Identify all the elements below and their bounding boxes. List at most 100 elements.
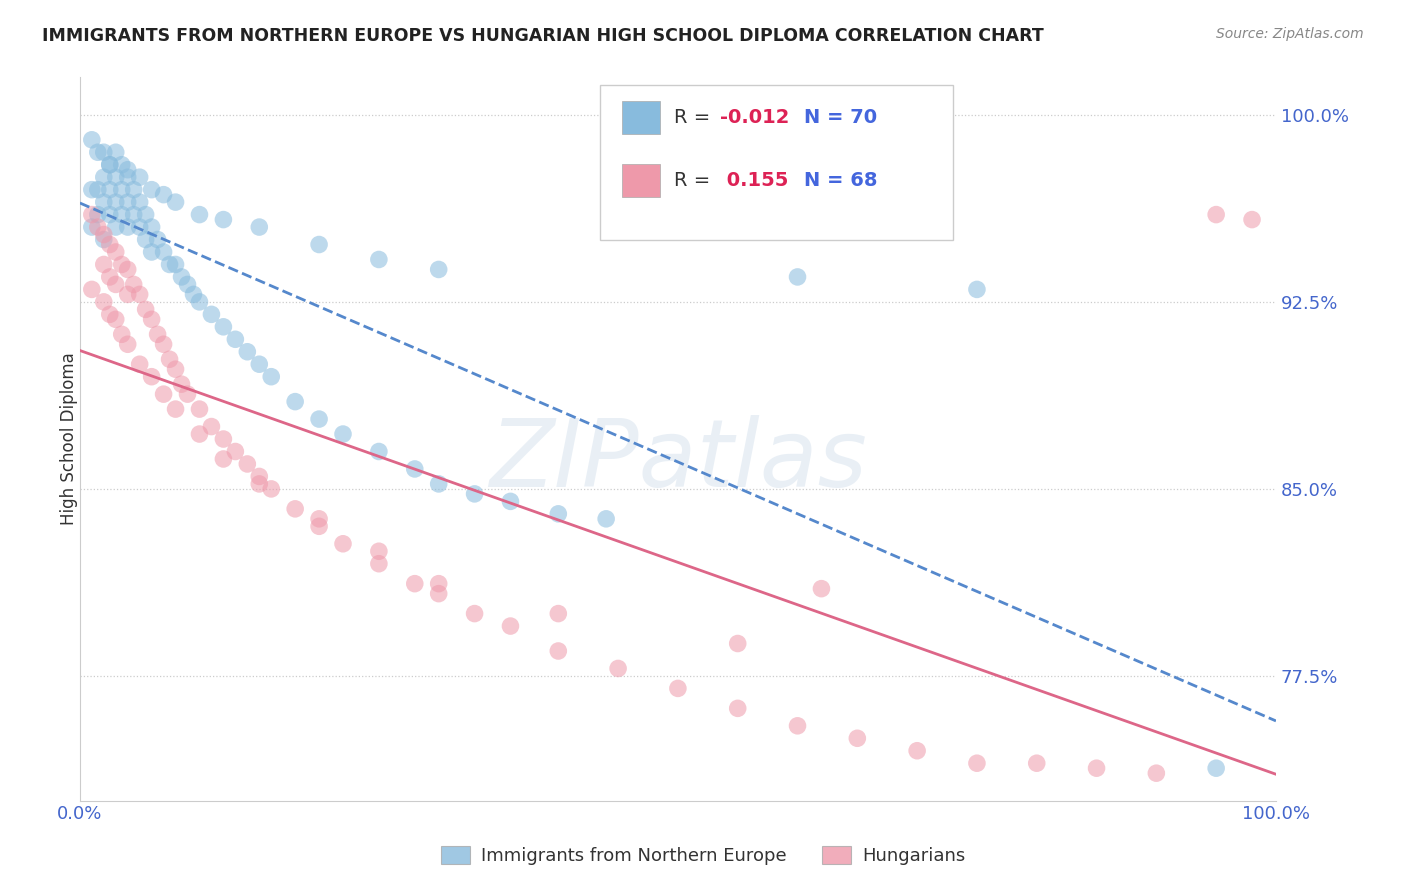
Point [1085, 761, 1108, 775]
Point [200, 419, 222, 434]
Point [122, 183, 145, 197]
Point [404, 462, 426, 476]
Point [666, 681, 689, 696]
Text: R =: R = [675, 171, 717, 190]
Point [464, 487, 486, 501]
Point [224, 332, 246, 346]
Point [165, 402, 187, 417]
Point [104, 312, 127, 326]
Point [128, 195, 150, 210]
Y-axis label: High School Diploma: High School Diploma [60, 352, 77, 525]
Point [188, 402, 211, 417]
Point [111, 208, 134, 222]
FancyBboxPatch shape [621, 164, 659, 197]
Point [786, 269, 808, 284]
Point [308, 519, 330, 533]
Point [111, 158, 134, 172]
Point [595, 512, 617, 526]
Point [111, 327, 134, 342]
Point [224, 444, 246, 458]
Point [128, 287, 150, 301]
Point [87, 183, 110, 197]
Point [367, 557, 389, 571]
Point [93, 195, 115, 210]
FancyBboxPatch shape [621, 102, 659, 134]
Point [122, 277, 145, 292]
Point [128, 220, 150, 235]
Point [308, 512, 330, 526]
Point [905, 744, 928, 758]
Point [966, 756, 988, 771]
Point [367, 544, 389, 558]
Text: IMMIGRANTS FROM NORTHERN EUROPE VS HUNGARIAN HIGH SCHOOL DIPLOMA CORRELATION CHA: IMMIGRANTS FROM NORTHERN EUROPE VS HUNGA… [42, 27, 1043, 45]
Point [159, 257, 181, 271]
Point [117, 195, 139, 210]
Point [141, 369, 163, 384]
Point [104, 220, 127, 235]
Point [427, 587, 450, 601]
Point [260, 369, 283, 384]
Point [117, 220, 139, 235]
Point [607, 661, 630, 675]
Point [104, 245, 127, 260]
Point [727, 636, 749, 650]
Point [98, 158, 121, 172]
Point [176, 387, 198, 401]
Point [80, 282, 103, 296]
Point [427, 576, 450, 591]
Point [117, 162, 139, 177]
Point [212, 452, 235, 467]
Text: -0.012: -0.012 [720, 108, 789, 128]
Point [1240, 212, 1263, 227]
Point [547, 644, 569, 658]
Point [87, 208, 110, 222]
Point [165, 195, 187, 210]
Point [200, 307, 222, 321]
Point [104, 145, 127, 160]
Point [141, 312, 163, 326]
Point [308, 412, 330, 426]
Point [98, 183, 121, 197]
Point [284, 394, 307, 409]
Point [165, 362, 187, 376]
Point [122, 208, 145, 222]
Point [165, 257, 187, 271]
Point [499, 619, 522, 633]
Point [98, 307, 121, 321]
Point [786, 719, 808, 733]
Text: N = 70: N = 70 [803, 108, 876, 128]
Point [188, 427, 211, 442]
Text: Source: ZipAtlas.com: Source: ZipAtlas.com [1216, 27, 1364, 41]
Point [212, 432, 235, 446]
Point [176, 277, 198, 292]
Point [1205, 761, 1227, 775]
Point [810, 582, 832, 596]
Point [212, 212, 235, 227]
Point [135, 302, 157, 317]
Point [427, 262, 450, 277]
Point [93, 294, 115, 309]
Point [93, 227, 115, 242]
Point [332, 427, 354, 442]
Point [188, 208, 211, 222]
Point [93, 145, 115, 160]
Point [547, 607, 569, 621]
Point [146, 233, 169, 247]
Point [135, 208, 157, 222]
Point [146, 327, 169, 342]
Point [87, 145, 110, 160]
Point [247, 477, 270, 491]
Point [170, 377, 193, 392]
Point [499, 494, 522, 508]
Point [80, 133, 103, 147]
Point [117, 287, 139, 301]
Point [1144, 766, 1167, 780]
Point [159, 352, 181, 367]
Text: 0.155: 0.155 [720, 171, 789, 190]
Text: R =: R = [675, 108, 717, 128]
Point [846, 731, 869, 746]
Point [427, 477, 450, 491]
Point [80, 183, 103, 197]
Point [367, 252, 389, 267]
Point [104, 195, 127, 210]
